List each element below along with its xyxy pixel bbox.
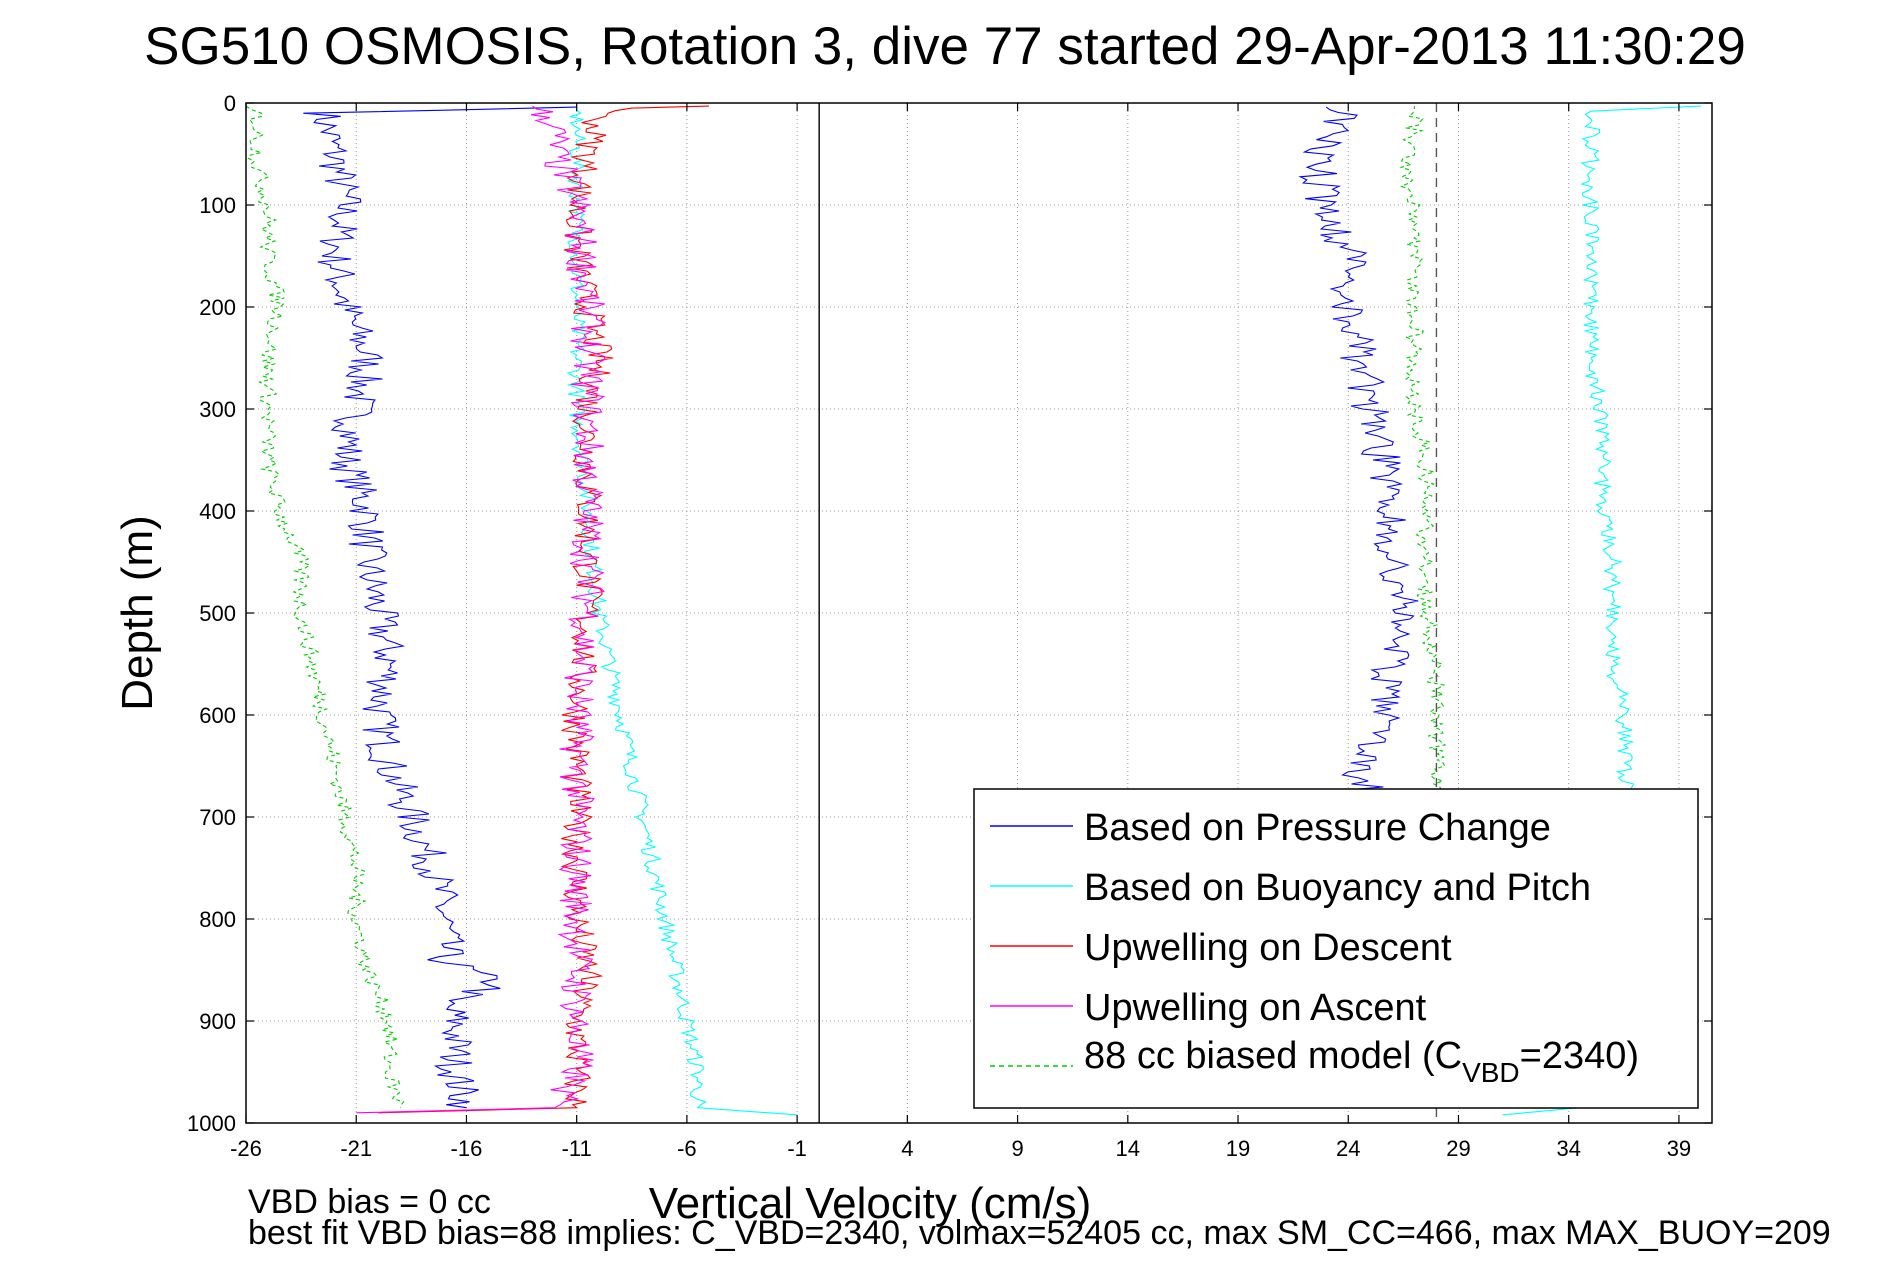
legend-label: 88 cc biased model (CVBD=2340) [1084, 1035, 1639, 1088]
series-line-3-down [356, 105, 607, 1114]
legend-item-upwelling-descent: Upwelling on Descent [990, 927, 1452, 969]
y-tick-label: 100 [199, 193, 236, 218]
x-tick-label: -21 [340, 1136, 372, 1161]
legend-label: Based on Pressure Change [1084, 807, 1551, 849]
x-tick-label: -26 [230, 1136, 262, 1161]
x-tick-label: -16 [451, 1136, 483, 1161]
legend-item-upwelling-ascent: Upwelling on Ascent [990, 987, 1427, 1029]
legend-label: Upwelling on Ascent [1084, 987, 1427, 1029]
legend-item-biased-model: 88 cc biased model (CVBD=2340) [990, 1035, 1639, 1088]
x-axis-label: Vertical Velocity (cm/s) [649, 1179, 1092, 1228]
series-line-2-down [378, 105, 709, 1114]
x-tick-label: 34 [1556, 1136, 1580, 1161]
x-tick-label: -6 [677, 1136, 697, 1161]
x-tick-label: 9 [1011, 1136, 1023, 1161]
footer-vbd-bias: VBD bias = 0 cc [248, 1183, 491, 1221]
legend-item-buoyancy-pitch: Based on Buoyancy and Pitch [990, 867, 1591, 909]
y-tick-label: 600 [199, 703, 236, 728]
x-tick-label: 14 [1116, 1136, 1140, 1161]
y-tick-label: 300 [199, 397, 236, 422]
y-axis-label: Depth (m) [113, 515, 162, 711]
chart-title: SG510 OSMOSIS, Rotation 3, dive 77 start… [144, 17, 1746, 76]
y-tick-label: 0 [224, 91, 236, 116]
reference-lines [818, 103, 1438, 1123]
x-tick-label: 29 [1446, 1136, 1470, 1161]
y-tick-label: 900 [199, 1009, 236, 1034]
x-tick-label: 24 [1336, 1136, 1360, 1161]
legend-label: Based on Buoyancy and Pitch [1084, 867, 1591, 909]
x-tick-label: 19 [1226, 1136, 1250, 1161]
y-tick-label: 200 [199, 295, 236, 320]
y-tick-label: 500 [199, 601, 236, 626]
x-tick-label: -1 [787, 1136, 807, 1161]
series-line-4-down [245, 105, 405, 1108]
legend-box [973, 788, 1699, 1109]
series-line-4-up [1399, 106, 1448, 1109]
y-tick-label: 1000 [187, 1111, 236, 1136]
footer-best-fit: best fit VBD bias=88 implies: C_VBD=2340… [248, 1214, 1831, 1252]
legend: Based on Pressure Change Based on Buoyan… [973, 788, 1699, 1109]
x-tick-label: 4 [901, 1136, 913, 1161]
y-tick-label: 400 [199, 499, 236, 524]
series-line-0-down [303, 106, 577, 1109]
x-axis-ticks: -26 -21 -16 -11 -6 -1 4 9 14 19 24 29 34 39 [230, 103, 1691, 1161]
legend-item-pressure-change: Based on Pressure Change [990, 807, 1551, 849]
x-tick-label: 39 [1667, 1136, 1691, 1161]
x-tick-label: -11 [562, 1136, 592, 1161]
y-axis-ticks: 0 100 200 300 400 500 600 700 800 900 1000 [187, 91, 1712, 1136]
series-line-1-down [566, 107, 798, 1116]
y-tick-label: 800 [199, 907, 236, 932]
y-tick-label: 700 [199, 805, 236, 830]
legend-label: Upwelling on Descent [1084, 927, 1452, 969]
